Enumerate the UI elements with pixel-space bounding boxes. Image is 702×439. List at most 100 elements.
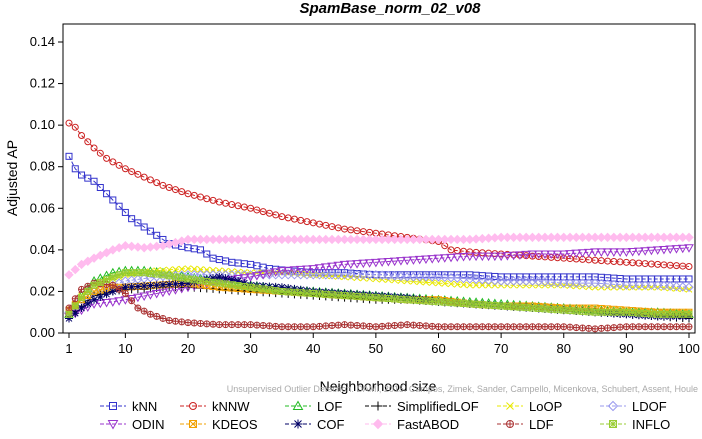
data-point-marker [139, 292, 150, 302]
x-tick-label: 60 [431, 341, 445, 356]
data-point-marker [389, 234, 400, 245]
data-point-marker [278, 288, 286, 295]
data-point-marker [659, 245, 669, 255]
data-point-marker [441, 298, 449, 306]
data-point-marker [364, 270, 375, 280]
data-point-marker [114, 297, 124, 306]
data-point-marker [65, 119, 73, 127]
data-point-marker [302, 265, 312, 274]
data-point-marker [289, 234, 300, 245]
data-point-marker [516, 323, 523, 330]
y-tick-label: 0.12 [30, 76, 55, 91]
data-point-marker [328, 272, 336, 280]
data-point-marker [172, 273, 179, 281]
data-point-marker [659, 280, 669, 291]
data-point-marker [272, 323, 279, 330]
data-point-marker [609, 279, 619, 290]
data-point-marker [341, 292, 348, 299]
data-point-marker [402, 256, 413, 266]
data-point-marker [314, 234, 325, 245]
data-point-marker [372, 418, 384, 430]
data-point-marker [214, 234, 225, 245]
data-point-marker [95, 250, 106, 261]
data-point-marker [623, 308, 630, 316]
data-point-marker [377, 270, 387, 280]
data-point-marker [371, 258, 381, 268]
data-point-marker [560, 323, 567, 330]
data-point-marker [228, 281, 236, 289]
data-point-marker [234, 277, 243, 286]
data-point-marker [621, 248, 632, 257]
data-point-marker [471, 252, 481, 262]
data-point-marker [583, 248, 594, 258]
data-point-marker [671, 281, 682, 292]
data-point-marker [202, 234, 212, 245]
data-point-marker [665, 245, 676, 255]
data-point-marker [460, 281, 467, 289]
data-point-marker [140, 173, 148, 181]
x-tick-label: 30 [243, 341, 257, 356]
series-line [68, 282, 689, 330]
data-point-marker [335, 322, 342, 329]
data-point-marker [385, 322, 392, 329]
data-point-marker [665, 232, 675, 243]
data-point-marker [90, 144, 98, 152]
data-point-marker [466, 300, 474, 308]
data-point-marker [652, 246, 663, 255]
data-point-marker [209, 278, 217, 286]
data-point-marker [447, 299, 455, 307]
data-point-marker [270, 270, 281, 280]
series-fastabod [64, 232, 694, 280]
data-point-marker [116, 286, 123, 293]
data-point-marker [540, 250, 550, 260]
data-point-marker [245, 234, 256, 245]
data-point-marker [271, 282, 280, 291]
data-point-marker [447, 280, 455, 288]
data-point-marker [389, 271, 400, 281]
x-tick-label: 50 [369, 341, 383, 356]
data-point-marker [189, 420, 197, 428]
data-point-marker [428, 279, 436, 287]
data-point-marker [353, 293, 361, 300]
data-point-marker [109, 282, 116, 289]
data-point-marker [366, 323, 373, 330]
data-point-marker [446, 253, 456, 263]
data-point-marker [197, 320, 204, 327]
data-point-marker [333, 261, 344, 271]
data-point-marker [126, 241, 137, 252]
data-point-marker [372, 323, 379, 330]
data-point-marker [239, 274, 250, 283]
data-point-marker [607, 400, 619, 412]
data-point-marker [452, 234, 462, 245]
data-point-marker [496, 232, 506, 243]
data-point-marker [609, 232, 619, 243]
data-point-marker [673, 310, 680, 318]
data-point-marker [72, 295, 79, 302]
data-point-marker [322, 272, 330, 279]
legend-label: LOF [317, 399, 342, 414]
data-point-marker [491, 323, 498, 330]
data-point-marker [408, 256, 419, 265]
x-tick-label: 20 [181, 341, 195, 356]
data-point-marker [389, 257, 400, 267]
data-point-marker [410, 296, 417, 304]
data-point-marker [615, 232, 625, 243]
data-point-marker [165, 272, 173, 280]
data-point-marker [152, 281, 161, 290]
data-point-marker [221, 274, 230, 283]
data-point-marker [414, 234, 425, 245]
legend-label: kNN [132, 399, 157, 414]
data-point-marker [297, 323, 304, 330]
data-point-marker [414, 255, 425, 265]
data-point-marker [446, 273, 456, 283]
data-point-marker [496, 252, 506, 262]
data-point-marker [685, 285, 693, 293]
series-ldf [65, 279, 693, 333]
data-point-marker [646, 280, 657, 290]
data-point-marker [134, 305, 141, 312]
data-point-marker [508, 232, 519, 243]
data-point-marker [510, 323, 517, 330]
data-point-marker [133, 293, 143, 303]
data-point-marker [314, 264, 325, 273]
data-point-marker [190, 276, 198, 284]
